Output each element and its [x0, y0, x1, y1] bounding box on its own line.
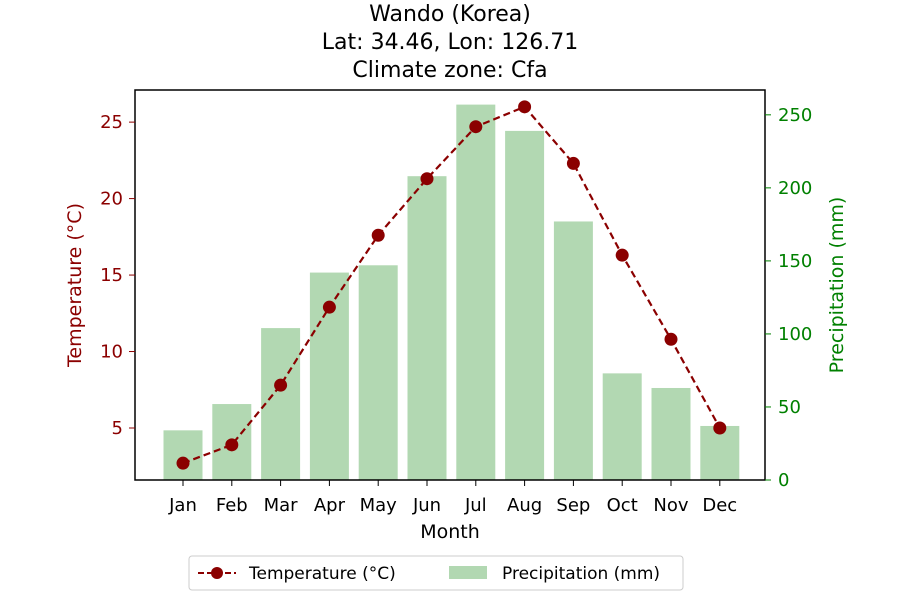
- temp-point-jun: [420, 172, 434, 186]
- temp-point-jan: [176, 456, 190, 470]
- legend-box: [188, 555, 684, 591]
- left-tick-label: 20: [100, 189, 123, 210]
- left-axis-ticks: 5 10 15 20 25: [100, 112, 135, 439]
- temp-point-nov: [664, 332, 678, 346]
- temp-point-aug: [518, 100, 532, 114]
- right-tick-label: 200: [778, 178, 812, 199]
- right-tick-label: 100: [778, 324, 812, 345]
- right-axis-ticks: 0 50 100 150 200 250: [765, 105, 812, 491]
- left-tick-label: 10: [100, 342, 123, 363]
- precip-bar-aug: [505, 130, 545, 481]
- x-tick-label: Mar: [264, 495, 299, 516]
- temp-point-oct: [615, 248, 629, 262]
- x-axis-label: Month: [420, 521, 480, 543]
- x-tick-label: Jul: [464, 495, 487, 516]
- x-tick-label: Nov: [653, 495, 688, 516]
- legend-label-temperature: Temperature (°C): [248, 564, 396, 584]
- right-tick-label: 250: [778, 105, 812, 126]
- x-tick-label: Apr: [314, 495, 346, 516]
- x-tick-label: May: [360, 495, 398, 516]
- precip-bar-oct: [602, 373, 642, 480]
- temp-point-dec: [713, 421, 727, 435]
- temp-point-mar: [274, 378, 288, 392]
- temp-point-sep: [566, 156, 580, 170]
- precip-bar-may: [358, 265, 398, 480]
- x-tick-label: Dec: [702, 495, 737, 516]
- title-line-3: Climate zone: Cfa: [352, 58, 547, 83]
- temp-point-apr: [322, 300, 336, 314]
- precip-bar-jun: [407, 176, 447, 480]
- legend-bar-swatch: [449, 566, 487, 579]
- temp-point-feb: [225, 438, 239, 452]
- left-axis-label: Temperature (°C): [64, 203, 86, 368]
- left-tick-label: 15: [100, 265, 123, 286]
- x-axis-ticks: Jan Feb Mar Apr May Jun Jul Aug Sep Oct Nov Dec: [168, 480, 737, 516]
- left-tick-label: 5: [112, 418, 123, 439]
- legend: Temperature (°C) Precipitation (mm): [188, 555, 684, 591]
- x-tick-label: Oct: [607, 495, 638, 516]
- precip-bar-mar: [261, 328, 301, 480]
- right-tick-label: 0: [778, 470, 789, 491]
- precip-bar-sep: [553, 221, 593, 480]
- x-tick-label: Feb: [216, 495, 248, 516]
- right-axis-label: Precipitation (mm): [826, 197, 848, 374]
- right-tick-label: 50: [778, 397, 801, 418]
- precip-bar-jan: [163, 430, 203, 480]
- plot-frame: [134, 89, 766, 481]
- left-tick-label: 25: [100, 112, 123, 133]
- plot-border: [134, 89, 766, 481]
- x-tick-label: Jun: [412, 495, 441, 516]
- title-line-2: Lat: 34.46, Lon: 126.71: [322, 30, 578, 55]
- temp-point-may: [371, 228, 385, 242]
- temperature-line: [176, 100, 727, 470]
- precip-bar-jul: [456, 104, 496, 480]
- x-tick-label: Aug: [507, 495, 542, 516]
- temp-point-jul: [469, 120, 483, 134]
- legend-marker-swatch: [211, 567, 223, 579]
- precip-bar-nov: [651, 387, 691, 480]
- legend-label-precipitation: Precipitation (mm): [502, 564, 660, 584]
- chart-title: Wando (Korea) Lat: 34.46, Lon: 126.71 Cl…: [322, 2, 578, 83]
- x-tick-label: Sep: [556, 495, 590, 516]
- precip-bar-dec: [700, 425, 740, 480]
- precipitation-bars: [163, 104, 740, 481]
- right-tick-label: 150: [778, 251, 812, 272]
- title-line-1: Wando (Korea): [369, 2, 531, 27]
- temperature-line-path: [182, 105, 721, 465]
- x-tick-label: Jan: [168, 495, 197, 516]
